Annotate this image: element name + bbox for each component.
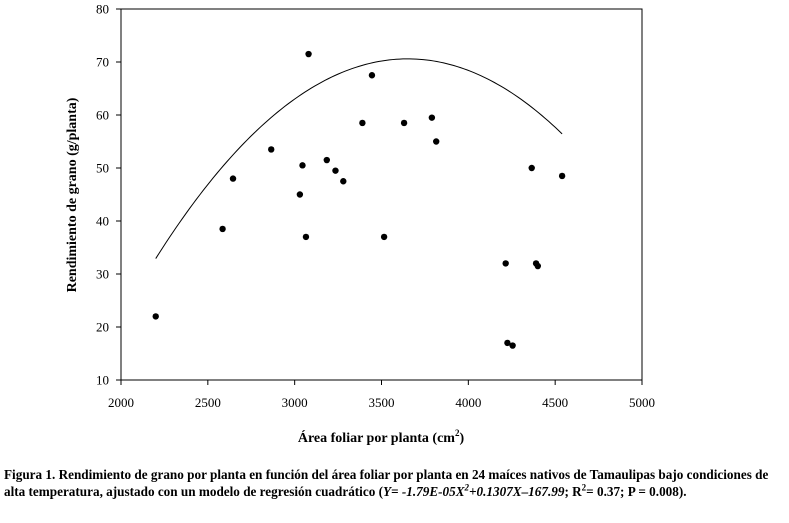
data-point [534, 262, 541, 270]
x-tick-label: 2500 [195, 395, 221, 410]
data-point [302, 233, 310, 241]
data-point [528, 164, 535, 172]
data-point [229, 175, 237, 182]
data-point [305, 50, 312, 58]
data-point [152, 313, 159, 320]
data-point [380, 233, 388, 241]
y-axis: 10 20 30 40 50 60 70 80 [96, 2, 121, 388]
data-point [509, 342, 516, 349]
x-axis-title: Área foliar por planta (cm2) [298, 428, 465, 446]
data-point [299, 162, 306, 169]
data-point [340, 178, 347, 185]
data-point [502, 260, 509, 267]
x-tick-label: 4500 [542, 395, 568, 410]
y-tick-label: 10 [96, 373, 109, 388]
data-point [368, 72, 376, 79]
x-axis: 2000 2500 3000 3500 4000 4500 5000 [108, 380, 655, 410]
x-tick-label: 3000 [282, 395, 308, 410]
regression-curve [155, 58, 563, 259]
data-point [433, 138, 440, 145]
caption-main: Figura 1. Rendimiento de grano por plant… [4, 467, 769, 499]
caption-equation: Y= -1.79E-05X2+0.1307X–167.99 [383, 482, 565, 499]
y-tick-label: 80 [96, 2, 109, 17]
x-axis-title-sup: 2 [455, 428, 460, 438]
data-point [400, 119, 408, 127]
y-tick-label: 20 [96, 320, 109, 335]
plot-area [120, 8, 643, 381]
y-tick-label: 40 [96, 214, 109, 229]
x-tick-label: 3500 [369, 395, 395, 410]
data-point [428, 114, 436, 121]
data-point [558, 172, 566, 180]
figure-caption: Figura 1. Rendimiento de grano por plant… [4, 466, 784, 500]
x-tick-label: 2000 [108, 395, 134, 410]
y-tick-label: 70 [96, 55, 109, 70]
data-point [323, 156, 330, 164]
data-point [504, 339, 511, 347]
data-point [359, 119, 366, 127]
x-tick-label: 5000 [629, 395, 655, 410]
y-tick-label: 30 [96, 267, 109, 282]
data-point [296, 191, 304, 198]
data-point [268, 146, 275, 153]
y-tick-label: 60 [96, 108, 109, 123]
caption-stats: ; R2= 0.37; P = 0.008). [564, 482, 687, 499]
data-point [219, 225, 226, 233]
y-tick-label: 50 [96, 161, 109, 176]
data-point [332, 167, 339, 174]
scatter-chart: 2000 2500 3000 3500 4000 4500 5000 10 20 30 40 50 6… [65, 2, 655, 447]
x-tick-label: 4000 [455, 395, 481, 410]
y-axis-title: Rendimiento de grano (g/planta) [65, 97, 80, 292]
data-points [152, 50, 566, 349]
